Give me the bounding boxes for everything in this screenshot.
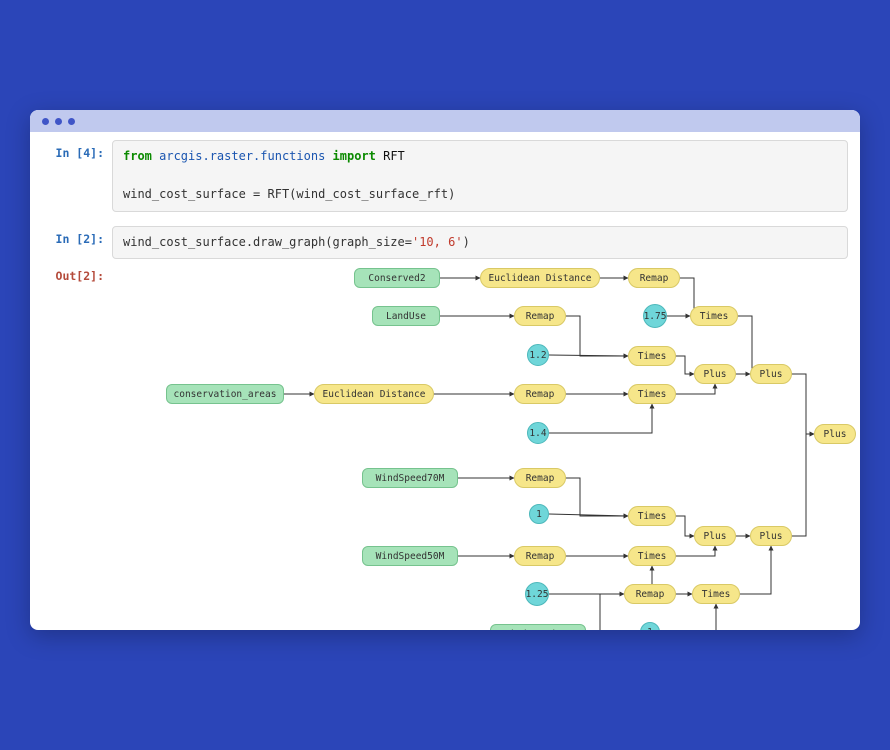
graph-node-plus3: Plus	[694, 526, 736, 546]
code-token: import	[325, 149, 383, 163]
graph-node-remap4: Remap	[514, 468, 566, 488]
graph-edge	[566, 316, 628, 356]
graph-node-landuse: LandUse	[372, 306, 440, 326]
graph-node-v175: 1.75	[643, 304, 667, 328]
graph-edge	[660, 604, 716, 630]
code-token: wind_cost_surface.draw_graph(graph_size=	[123, 235, 412, 249]
graph-edge	[792, 434, 814, 536]
cell-prompt-in-2: In [2]:	[42, 226, 112, 246]
graph-edge	[676, 384, 715, 394]
graph-node-wind50: WindSpeed50M	[362, 546, 458, 566]
notebook-content: In [4]: from arcgis.raster.functions imp…	[30, 132, 860, 630]
code-token: )	[463, 235, 470, 249]
graph-node-v1: 1	[529, 504, 549, 524]
window-dot-3	[68, 118, 75, 125]
code-token: arcgis.raster.functions	[159, 149, 325, 163]
graph-edge	[738, 316, 752, 374]
graph-node-v12: 1.2	[527, 344, 549, 366]
code-cell-1[interactable]: from arcgis.raster.functions import RFT …	[112, 140, 848, 212]
graph-edges	[108, 268, 853, 630]
graph-node-wind30: WindSpeed30M	[490, 624, 586, 630]
notebook-window: In [4]: from arcgis.raster.functions imp…	[30, 110, 860, 630]
graph-node-euc1: Euclidean Distance	[480, 268, 600, 288]
cell-prompt-out-2: Out[2]:	[42, 263, 112, 283]
graph-node-remap5: Remap	[514, 546, 566, 566]
graph-node-times2: Times	[628, 346, 676, 366]
graph-node-wind70: WindSpeed70M	[362, 468, 458, 488]
graph-node-remap3: Remap	[514, 384, 566, 404]
graph-node-v125: 1.25	[525, 582, 549, 606]
graph-edge	[792, 374, 814, 434]
window-dot-1	[42, 118, 49, 125]
code-token: from	[123, 149, 159, 163]
graph-edge	[676, 546, 715, 556]
graph-edge	[549, 404, 652, 433]
graph-node-times5: Times	[628, 546, 676, 566]
graph-node-times1: Times	[690, 306, 738, 326]
code-token: wind_cost_surface = RFT(wind_cost_surfac…	[123, 187, 455, 201]
cell-prompt-in-4: In [4]:	[42, 140, 112, 160]
graph-node-plus2: Plus	[750, 364, 792, 384]
graph-node-remap1: Remap	[628, 268, 680, 288]
graph-edge	[586, 594, 624, 630]
graph-node-plus1: Plus	[694, 364, 736, 384]
graph-node-v14: 1.4	[527, 422, 549, 444]
graph-edge	[549, 355, 628, 356]
graph-edge	[676, 516, 694, 536]
code-token: '10, 6'	[412, 235, 463, 249]
graph-node-plus4: Plus	[750, 526, 792, 546]
graph-node-remap6: Remap	[624, 584, 676, 604]
graph-node-plusR: Plus	[814, 424, 856, 444]
graph-edge	[566, 478, 628, 516]
graph-edge	[740, 546, 771, 594]
graph-output: Conserved2 Euclidean Distance Remap LandUse…	[108, 268, 853, 630]
code-cell-2[interactable]: wind_cost_surface.draw_graph(graph_size=…	[112, 226, 848, 259]
graph-node-times4: Times	[628, 506, 676, 526]
cell-in-2: In [2]: wind_cost_surface.draw_graph(gra…	[30, 212, 860, 259]
graph-node-times3: Times	[628, 384, 676, 404]
graph-node-euc2: Euclidean Distance	[314, 384, 434, 404]
window-dot-2	[55, 118, 62, 125]
graph-node-consareas: conservation_areas	[166, 384, 284, 404]
cell-in-4: In [4]: from arcgis.raster.functions imp…	[30, 132, 860, 212]
window-titlebar	[30, 110, 860, 132]
graph-node-conserved2: Conserved2	[354, 268, 440, 288]
graph-node-times6: Times	[692, 584, 740, 604]
code-token: RFT	[383, 149, 405, 163]
graph-node-remap2: Remap	[514, 306, 566, 326]
graph-edge	[676, 356, 694, 374]
